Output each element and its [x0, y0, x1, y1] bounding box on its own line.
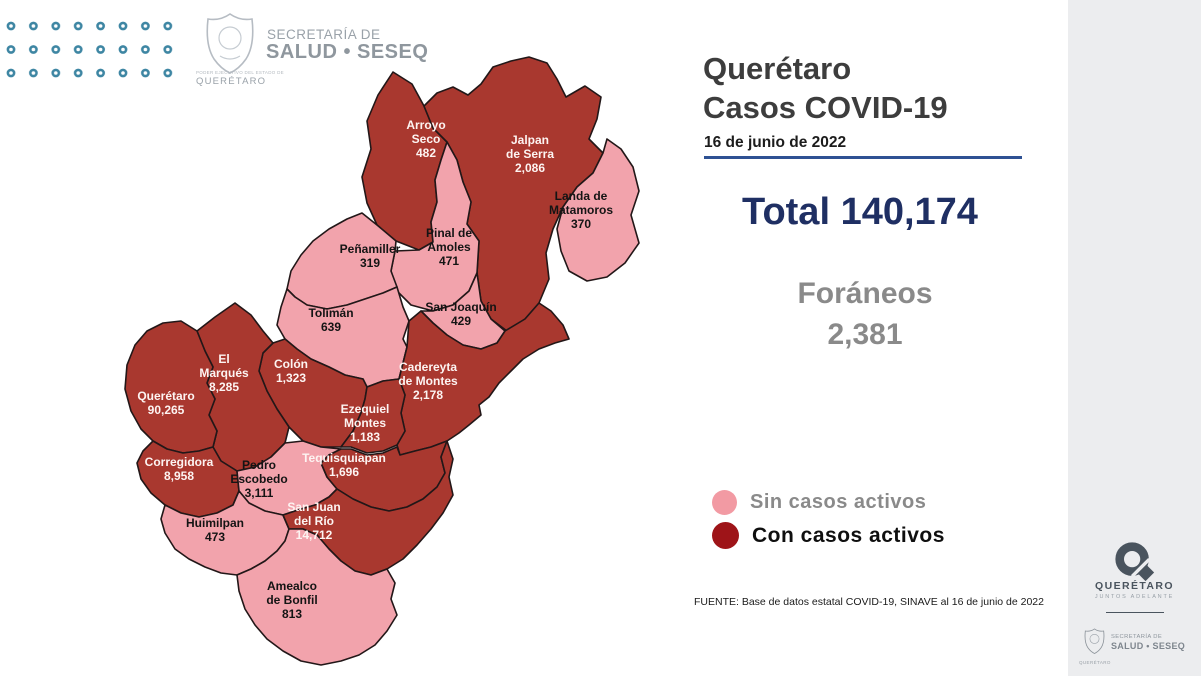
total-cases: Total 140,174	[700, 191, 1020, 234]
report-date: 16 de junio de 2022	[704, 134, 847, 151]
sidebar-crest-icon	[1084, 628, 1105, 654]
label-arroyo-seco: Arroyo Seco 482	[406, 118, 446, 161]
label-queretaro: Querétaro 90,265	[137, 389, 195, 418]
sidebar-brand-name: QUERÉTARO	[1095, 580, 1174, 592]
label-amealco-de-bonfil: Amealco de Bonfil 813	[266, 579, 318, 622]
queretaro-q-logo-icon	[1068, 540, 1201, 584]
region-ezequiel-montes	[340, 378, 406, 454]
label-colon: Colón 1,323	[274, 357, 308, 386]
legend-swatch-con-casos-icon	[712, 522, 739, 549]
header-secretaria-line1: SECRETARÍA DE	[267, 27, 381, 42]
legend-label-sin: Sin casos activos	[750, 491, 927, 513]
legend-row-sin: Sin casos activos	[712, 490, 945, 515]
total-label: Total	[742, 191, 830, 233]
label-ezequiel-montes: Ezequiel Montes 1,183	[340, 402, 390, 445]
health-secretary-crest-icon	[206, 13, 254, 74]
label-jalpan-de-serra: Jalpan de Serra 2,086	[505, 133, 555, 176]
sidebar-secretaria-line2: SALUD • SESEQ	[1111, 641, 1186, 651]
dots-pattern-decoration	[2, 19, 182, 91]
label-san-juan-del-rio: San Juan del Río 14,712	[287, 500, 341, 543]
region-amealco-de-bonfil	[236, 528, 398, 666]
label-tequisquiapan: Tequisquiapan 1,696	[302, 451, 386, 480]
sidebar-divider	[1106, 612, 1164, 613]
sidebar-brand-bar: QUERÉTARO JUNTOS ADELANTE SECRETARÍA DE …	[1068, 0, 1201, 676]
title-line2: Casos COVID-19	[703, 89, 948, 125]
page-title: Querétaro Casos COVID-19	[703, 50, 948, 128]
header-secretaria-sub1: PODER EJECUTIVO DEL ESTADO DE	[196, 70, 284, 75]
sidebar-secretaria-line1: SECRETARÍA DE	[1111, 634, 1163, 640]
header-secretaria-sub2: QUERÉTARO	[196, 76, 267, 87]
title-line1: Querétaro	[703, 51, 852, 86]
foraneos-block: Foráneos 2,381	[700, 274, 1030, 355]
region-pinal-de-amoles	[390, 141, 480, 312]
header-secretaria-line2: SALUD • SESEQ	[266, 41, 429, 63]
source-note: FUENTE: Base de datos estatal COVID-19, …	[694, 596, 1044, 608]
sidebar-tagline: JUNTOS ADELANTE	[1094, 594, 1175, 600]
legend-row-con: Con casos activos	[712, 522, 945, 549]
label-cadereyta-de-montes: Cadereyta de Montes 2,178	[398, 360, 458, 403]
label-pedro-escobedo: Pedro Escobedo 3,111	[230, 458, 288, 501]
foraneos-value: 2,381	[827, 317, 903, 351]
label-landa-de-matamoros: Landa de Matamoros 370	[548, 189, 614, 232]
label-toliman: Tolimán 639	[308, 306, 354, 335]
region-landa-de-matamoros	[556, 138, 640, 282]
legend-label-con: Con casos activos	[752, 523, 945, 547]
label-huimilpan: Huimilpan 473	[185, 516, 245, 545]
legend: Sin casos activos Con casos activos	[712, 490, 945, 556]
label-pinal-de-amoles: Pinal de Amoles 471	[425, 226, 473, 269]
label-penamiller: Peñamiller 319	[339, 242, 401, 271]
total-value: 140,174	[840, 191, 978, 233]
label-corregidora: Corregidora 8,958	[144, 455, 214, 484]
label-san-joaquin: San Joaquín 429	[425, 300, 497, 329]
label-el-marques: El Marqués 8,285	[199, 352, 249, 395]
date-underline	[704, 156, 1022, 159]
sidebar-secretaria-sub: QUERÉTARO	[1079, 660, 1111, 665]
legend-swatch-sin-casos-icon	[712, 490, 737, 515]
foraneos-label: Foráneos	[797, 277, 933, 310]
